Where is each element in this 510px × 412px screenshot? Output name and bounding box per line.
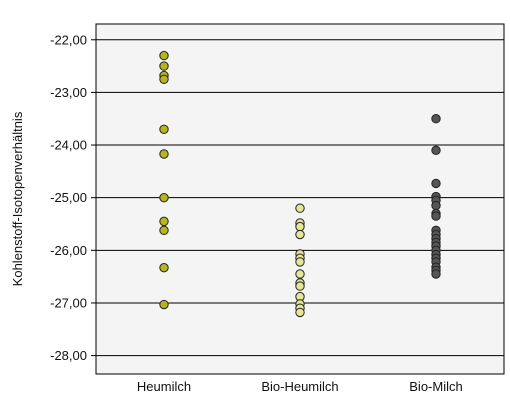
data-point: [295, 203, 305, 213]
data-point: [159, 61, 169, 71]
data-point: [295, 229, 305, 240]
data-points: [159, 50, 441, 318]
data-point: [159, 149, 169, 159]
data-point: [431, 145, 441, 156]
data-point: [159, 225, 169, 236]
x-tick-label: Heumilch: [137, 379, 191, 394]
x-axis: Heumilch Bio-Heumilch Bio-Milch: [137, 379, 463, 394]
data-point: [159, 192, 169, 203]
data-point: [295, 221, 305, 232]
data-point: [159, 299, 169, 310]
data-point: [295, 257, 305, 267]
y-tick-label: -27,00: [50, 295, 87, 310]
data-point: [159, 216, 169, 227]
data-point: [159, 74, 169, 84]
data-point: [431, 178, 441, 189]
y-axis-title: Kohlenstoff-Isotopenverhältnis: [10, 111, 25, 286]
data-point: [431, 114, 441, 124]
x-tick-label: Bio-Heumilch: [261, 379, 338, 394]
data-point: [159, 50, 169, 61]
y-tick-label: -22,00: [50, 32, 87, 47]
y-tick-label: -24,00: [50, 138, 87, 153]
data-point: [295, 307, 305, 318]
plot-area: [95, 23, 505, 375]
y-axis: -22,00 -23,00 -24,00 -25,00 -26,00 -27,00 -28,…: [50, 32, 96, 363]
x-tick-label: Bio-Milch: [409, 379, 462, 394]
y-tick-label: -26,00: [50, 243, 87, 258]
data-point: [431, 269, 441, 279]
y-tick-label: -23,00: [50, 85, 87, 100]
y-tick-label: -25,00: [50, 190, 87, 205]
data-point: [295, 269, 305, 279]
y-tick-label: -28,00: [50, 348, 87, 363]
data-point: [431, 211, 441, 221]
data-point: [431, 200, 441, 211]
data-point: [295, 281, 305, 291]
data-point: [159, 262, 169, 273]
data-point: [159, 124, 169, 134]
